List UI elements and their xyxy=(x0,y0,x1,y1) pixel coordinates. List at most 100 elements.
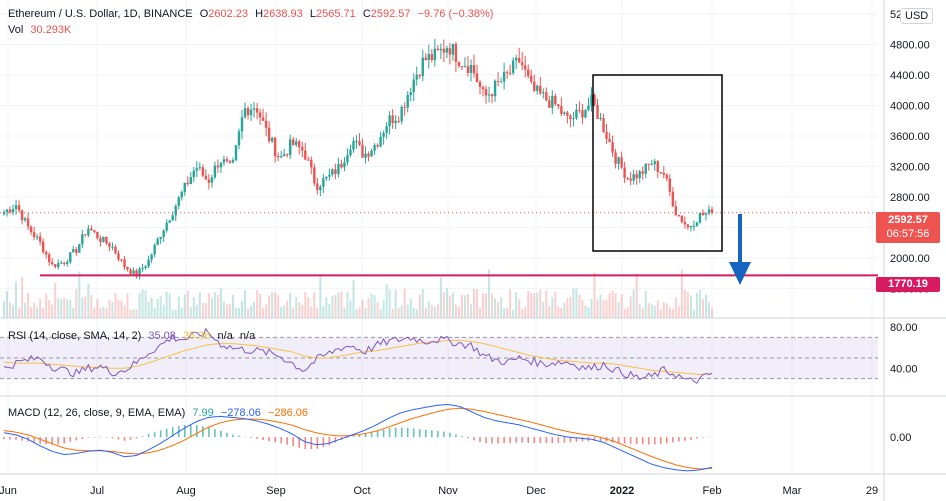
macd-signal-line xyxy=(3,407,713,470)
volume-bar xyxy=(680,269,683,318)
candle-body xyxy=(466,66,470,73)
volume-bar xyxy=(171,309,174,318)
candle-body xyxy=(159,236,162,239)
volume-bar xyxy=(497,301,500,318)
candle-body xyxy=(264,120,268,128)
volume-bar xyxy=(204,303,207,318)
candle-body xyxy=(608,138,611,143)
volume-bar xyxy=(364,307,367,318)
volume-bar xyxy=(57,298,60,318)
candle-body xyxy=(337,163,340,175)
macd-histogram-bar xyxy=(117,437,120,440)
volume-bar xyxy=(373,295,376,318)
macd-histogram-bar xyxy=(509,437,511,443)
candle-body xyxy=(198,167,202,169)
volume-bar xyxy=(427,301,430,318)
volume-bar xyxy=(602,299,605,318)
volume-bar xyxy=(665,303,668,318)
volume-bar xyxy=(234,307,237,318)
candle-body xyxy=(686,224,690,228)
volume-bar xyxy=(509,289,512,318)
candle-body xyxy=(680,215,684,222)
volume-bar xyxy=(454,304,457,318)
macd-histogram-bar xyxy=(274,437,276,443)
candle-body xyxy=(493,80,497,97)
macd-histogram-bar xyxy=(702,437,704,438)
volume-bar xyxy=(554,291,557,318)
volume-bar xyxy=(466,294,469,318)
volume-bar xyxy=(195,304,198,318)
volume-bar xyxy=(689,295,692,318)
macd-histogram-bar xyxy=(696,437,698,439)
volume-bar xyxy=(96,299,99,318)
candle-body xyxy=(171,215,174,221)
macd-label[interactable]: MACD (12, 26, close, 9, EMA, EMA) xyxy=(8,407,186,419)
candle-body xyxy=(183,182,186,192)
candle-body xyxy=(207,179,211,183)
volume-bar xyxy=(656,300,659,318)
volume-bar xyxy=(620,294,623,318)
volume-bar xyxy=(382,300,385,318)
time-axis-label: Oct xyxy=(353,485,370,497)
candle-body xyxy=(57,263,60,267)
volume-bar xyxy=(358,307,361,318)
volume-bar xyxy=(307,297,310,318)
volume-bar xyxy=(527,290,530,318)
volume-bar xyxy=(650,304,653,318)
volume-bar xyxy=(566,298,569,318)
volume-bar xyxy=(93,307,96,318)
rsi-band xyxy=(0,337,878,379)
volume-bar xyxy=(117,299,120,318)
volume-bar xyxy=(596,299,599,318)
macd-axis-label: 0.00 xyxy=(890,432,911,444)
candle-body xyxy=(490,94,494,97)
volume-bar xyxy=(536,292,539,318)
volume-bar xyxy=(210,297,213,318)
macd-histogram-bar xyxy=(467,437,469,439)
volume-bar xyxy=(198,292,201,318)
candle-body xyxy=(258,112,262,118)
volume-bar xyxy=(686,292,689,318)
macd-histogram-bar xyxy=(9,437,11,440)
volume-bar xyxy=(704,294,707,318)
volume-bar xyxy=(587,307,590,318)
candle-body xyxy=(457,61,461,66)
macd-histogram-bar xyxy=(3,437,5,440)
macd-histogram-bar xyxy=(81,437,84,439)
volume-bar xyxy=(244,289,247,318)
candle-body xyxy=(168,220,171,223)
price-axis-label: 2000.00 xyxy=(890,253,930,265)
price-axis-label: 4000.00 xyxy=(890,100,930,112)
volume-value: 30.293K xyxy=(30,24,72,36)
volume-bar xyxy=(460,294,463,318)
volume-bar xyxy=(500,297,503,318)
volume-bar xyxy=(310,306,313,318)
candle-body xyxy=(87,228,90,236)
macd-histogram-bar xyxy=(105,437,108,438)
macd-histogram-bar xyxy=(678,437,680,442)
volume-bar xyxy=(108,299,111,318)
symbol-title[interactable]: Ethereum / U.S. Dollar, 1D, BINANCE xyxy=(8,8,193,20)
volume-bar xyxy=(584,305,587,318)
volume-bar xyxy=(3,301,5,318)
candle-body xyxy=(162,230,165,237)
candle-body xyxy=(641,171,644,174)
candle-body xyxy=(599,118,602,120)
currency-button[interactable]: USD xyxy=(900,8,934,24)
candle-body xyxy=(650,164,653,166)
macd-histogram-bar xyxy=(123,437,126,441)
volume-bar xyxy=(6,291,9,318)
price-axis-label: 3600.00 xyxy=(890,131,930,143)
macd-histogram-bar xyxy=(412,428,415,438)
macd-histogram-bar xyxy=(575,437,578,442)
macd-histogram-bar xyxy=(232,434,234,438)
volume-bar xyxy=(448,295,451,318)
candle-body xyxy=(38,236,42,242)
time-axis-label: Dec xyxy=(526,485,546,497)
rsi-label[interactable]: RSI (14, close, SMA, 14, 2) xyxy=(8,330,142,342)
volume-bar xyxy=(638,304,641,318)
volume-bar xyxy=(292,307,295,318)
candle-body xyxy=(581,110,584,118)
candle-body xyxy=(72,249,75,253)
